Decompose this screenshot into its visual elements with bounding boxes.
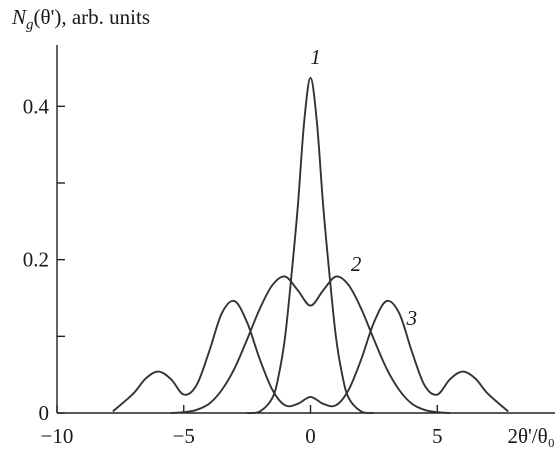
x-tick-label: −10 — [41, 424, 74, 448]
x-tick-label: 0 — [305, 424, 316, 448]
ticks: −10 −5 0 5 0 0.2 0.4 — [23, 94, 443, 448]
y-axis-title-symbol: N — [11, 5, 27, 29]
series-2-line — [171, 275, 451, 414]
series-group — [112, 77, 509, 415]
y-tick-label: 0.4 — [23, 94, 50, 118]
curve-label-2: 2 — [351, 252, 362, 276]
x-tick-label: 5 — [432, 424, 443, 448]
y-axis-title-rest: (θ'), arb. units — [34, 5, 150, 29]
series-3-line — [112, 299, 509, 413]
y-axis-title-subscript: g — [26, 17, 34, 33]
curve-label-1: 1 — [310, 45, 321, 69]
series-1-line — [247, 77, 375, 415]
x-axis-title: 2θ'/θ₀ — [507, 424, 555, 448]
y-axis-title: Ng(θ'), arb. units — [11, 5, 150, 33]
y-tick-label: 0 — [39, 401, 50, 425]
x-tick-label: −5 — [173, 424, 195, 448]
curve-labels: 1 2 3 — [310, 45, 417, 330]
y-tick-label: 0.2 — [23, 248, 49, 272]
curve-label-3: 3 — [406, 306, 418, 330]
